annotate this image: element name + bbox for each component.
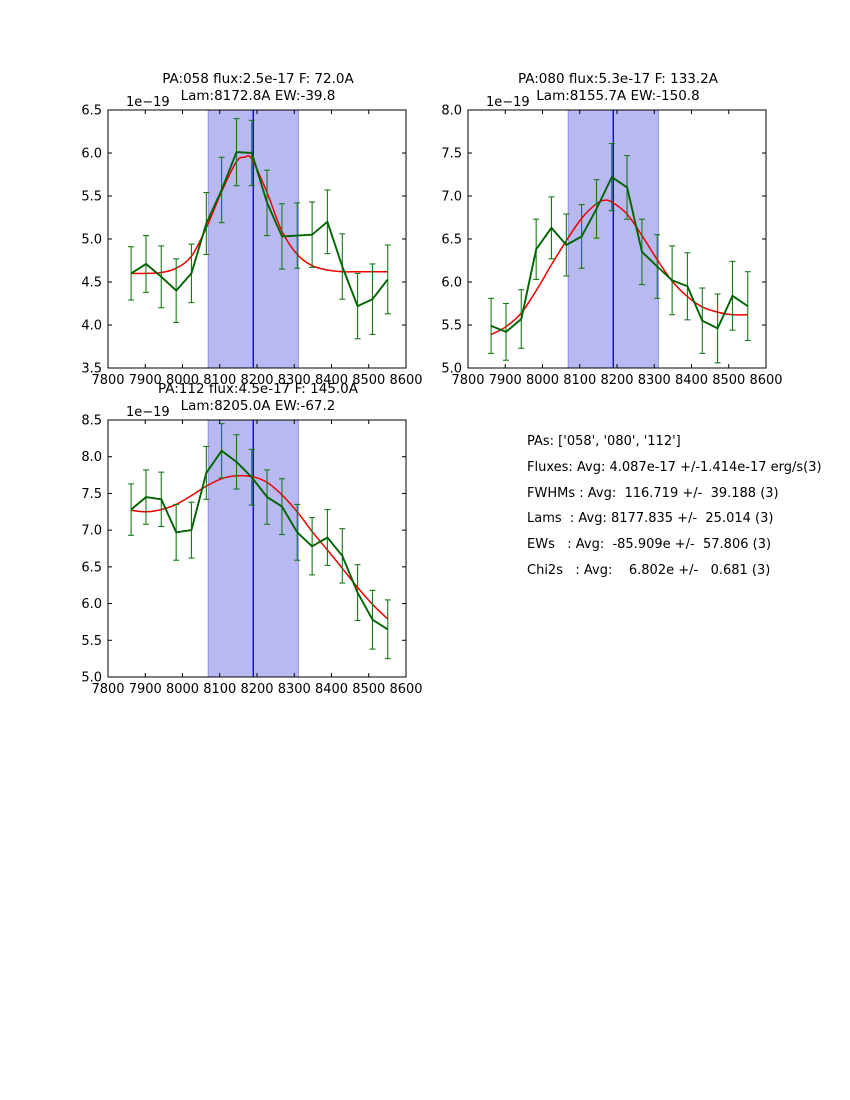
x-tick-label: 8300 xyxy=(638,373,671,388)
y-tick-label: 7.0 xyxy=(441,190,462,205)
y-tick-label: 5.5 xyxy=(441,319,462,334)
summary-line-chi2s: Chi2s : Avg: 6.802e +/- 0.681 (3) xyxy=(527,562,771,578)
y-tick-label: 5.5 xyxy=(81,190,102,205)
x-tick-label: 8000 xyxy=(166,373,199,388)
plot-pa058: PA:058 flux:2.5e-17 F: 72.0A Lam:8172.8A… xyxy=(43,60,423,405)
plot-subtitle: Lam:8172.8A EW:-39.8 xyxy=(180,88,336,104)
x-tick-label: 8500 xyxy=(352,373,385,388)
x-tick-label: 7900 xyxy=(129,373,162,388)
summary-line-lams: Lams : Avg: 8177.835 +/- 25.014 (3) xyxy=(527,511,774,527)
y-tick-label: 6.5 xyxy=(441,233,462,248)
plot-canvas-pa080: 7800 7900 8000 8100 8200 8300 8400 8500 8600 5.0 5… xyxy=(441,104,782,389)
x-tick-label: 8100 xyxy=(203,682,236,697)
x-tick-label: 8400 xyxy=(315,373,348,388)
x-tick-label: 8200 xyxy=(240,682,273,697)
plot-title: PA:080 flux:5.3e-17 F: 133.2A xyxy=(517,71,719,87)
plot-pa112: PA:112 flux:4.5e-17 F: 145.0A Lam:8205.0… xyxy=(43,370,423,715)
y-tick-label: 6.0 xyxy=(441,276,462,291)
y-tick-label: 3.5 xyxy=(81,362,102,377)
plot-subtitle: Lam:8155.7A EW:-150.8 xyxy=(536,88,700,104)
y-tick-label: 5.5 xyxy=(81,634,102,649)
x-tick-label: 7900 xyxy=(489,373,522,388)
x-tick-label: 8400 xyxy=(315,682,348,697)
summary-panel: PAs: ['058', '080', '112'] Fluxes: Avg: … xyxy=(527,429,822,584)
x-tick-label: 8600 xyxy=(389,373,422,388)
y-tick-label: 6.5 xyxy=(81,104,102,119)
y-tick-label: 5.0 xyxy=(441,362,462,377)
x-tick-label: 8200 xyxy=(240,373,273,388)
y-tick-label: 5.0 xyxy=(81,233,102,248)
y-tick-label: 5.0 xyxy=(81,671,102,686)
plot-canvas-pa112: 7800 7900 8000 8100 8200 8300 8400 8500 8600 5.0 5… xyxy=(81,414,422,698)
plot-subtitle: Lam:8205.0A EW:-67.2 xyxy=(180,398,336,414)
x-tick-label: 7800 xyxy=(91,373,124,388)
summary-line-fluxes: Fluxes: Avg: 4.087e-17 +/-1.414e-17 erg/… xyxy=(527,459,822,475)
y-tick-label: 8.5 xyxy=(81,414,102,429)
plot-pa080: PA:080 flux:5.3e-17 F: 133.2A Lam:8155.7… xyxy=(403,60,783,405)
plot-title: PA:112 flux:4.5e-17 F: 145.0A xyxy=(157,381,359,397)
y-tick-label: 4.5 xyxy=(81,276,102,291)
summary-line-pas: PAs: ['058', '080', '112'] xyxy=(527,434,681,449)
summary-line-fwhms: FWHMs : Avg: 116.719 +/- 39.188 (3) xyxy=(527,485,779,501)
summary-line-ews: EWs : Avg: -85.909e +/- 57.806 (3) xyxy=(527,537,772,553)
x-tick-label: 7800 xyxy=(91,682,124,697)
y-tick-label: 4.0 xyxy=(81,319,102,334)
x-tick-label: 8300 xyxy=(278,373,311,388)
x-tick-label: 8000 xyxy=(526,373,559,388)
x-tick-label: 7800 xyxy=(451,373,484,388)
y-axis-offset-label: 1e−19 xyxy=(126,95,170,110)
y-tick-label: 6.5 xyxy=(81,560,102,575)
x-tick-label: 8600 xyxy=(749,373,782,388)
y-axis-offset-label: 1e−19 xyxy=(126,405,170,420)
y-tick-label: 7.5 xyxy=(441,147,462,162)
y-tick-label: 8.0 xyxy=(81,450,102,465)
x-tick-label: 8100 xyxy=(563,373,596,388)
x-tick-label: 8500 xyxy=(712,373,745,388)
x-tick-label: 8300 xyxy=(278,682,311,697)
y-tick-label: 7.0 xyxy=(81,524,102,539)
y-axis-offset-label: 1e−19 xyxy=(486,95,530,110)
plot-canvas-pa058: 7800 7900 8000 8100 8200 8300 8400 8500 8600 3.5 4… xyxy=(81,104,422,389)
y-tick-label: 6.0 xyxy=(81,597,102,612)
x-tick-label: 8500 xyxy=(352,682,385,697)
y-tick-label: 6.0 xyxy=(81,147,102,162)
plot-title: PA:058 flux:2.5e-17 F: 72.0A xyxy=(162,71,354,87)
x-tick-label: 8000 xyxy=(166,682,199,697)
data-line xyxy=(130,151,389,308)
data-line xyxy=(130,449,389,631)
x-tick-label: 8400 xyxy=(675,373,708,388)
x-tick-label: 8600 xyxy=(389,682,422,697)
x-tick-label: 8200 xyxy=(600,373,633,388)
x-tick-label: 7900 xyxy=(129,682,162,697)
y-tick-label: 7.5 xyxy=(81,487,102,502)
x-tick-label: 8100 xyxy=(203,373,236,388)
y-tick-label: 8.0 xyxy=(441,104,462,119)
data-line xyxy=(490,176,749,333)
